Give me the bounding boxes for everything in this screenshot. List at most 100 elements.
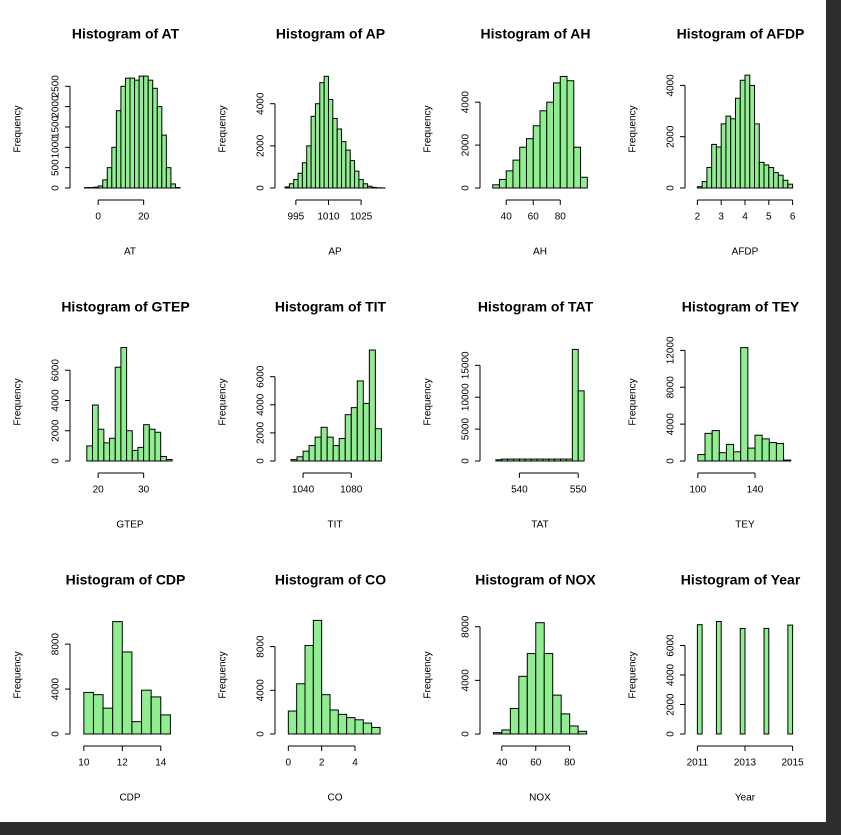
y-axis-label: Frequency: [628, 105, 639, 152]
bar: [310, 115, 316, 189]
bar: [152, 87, 158, 189]
histogram-panel: 100 140 0 4000 8000 12000 Histogram of TEY TEY F…: [628, 299, 800, 531]
x-axis-label: AT: [124, 247, 136, 258]
y-tick-label: 0: [51, 185, 62, 191]
x-tick-label: 4: [352, 758, 358, 769]
bar: [495, 459, 503, 462]
bar: [542, 458, 550, 462]
bar: [161, 134, 167, 189]
x-tick-label: 550: [570, 485, 587, 496]
bar: [346, 717, 356, 735]
y-tick-label: 0: [256, 185, 267, 191]
bar: [345, 149, 351, 189]
panel-title: Histogram of CO: [275, 572, 386, 588]
y-tick-label: 0: [51, 458, 62, 464]
bar: [114, 366, 122, 462]
bar: [165, 167, 172, 189]
y-tick-label: 10000: [461, 383, 472, 411]
x-tick-label: 1010: [317, 212, 340, 223]
bar: [349, 160, 356, 189]
x-tick-label: 20: [93, 485, 105, 496]
bar: [93, 186, 99, 189]
bar: [296, 456, 304, 462]
bar: [706, 166, 713, 189]
y-tick-label: 4000: [461, 669, 472, 692]
bar: [288, 183, 295, 189]
bar: [783, 459, 792, 462]
bar: [341, 141, 347, 189]
y-tick-label: 0: [256, 731, 267, 737]
y-tick-label: 15000: [461, 351, 472, 379]
histogram-panel: 2011 2013 2015 0 2000 4000 6000 Histogram of Ye…: [628, 572, 805, 804]
bar: [782, 179, 789, 189]
bar: [559, 75, 568, 189]
bar: [739, 628, 746, 735]
bar: [744, 74, 751, 189]
x-axis-label: Year: [735, 793, 756, 804]
x-tick-label: 12: [117, 758, 129, 769]
x-tick-label: 1025: [350, 212, 373, 223]
x-axis-label: TAT: [531, 520, 548, 531]
x-tick-label: 2015: [781, 758, 804, 769]
bar: [758, 161, 765, 189]
histogram-panel: 20 30 0 2000 4000 6000 Histogram of GTEP GTEP Fr…: [13, 299, 190, 531]
bar: [321, 694, 331, 735]
bar: [297, 172, 303, 189]
bar: [768, 442, 777, 462]
bar: [148, 428, 156, 462]
bar: [312, 619, 323, 735]
x-tick-label: 14: [155, 758, 167, 769]
x-axis-label: CO: [328, 793, 343, 804]
bar: [362, 402, 370, 462]
histogram-panel: 995 1010 1025 0 2000 4000 Histogram of AP AP Fre…: [218, 26, 386, 258]
bar: [546, 101, 555, 189]
bar: [773, 172, 779, 189]
bar: [524, 458, 532, 462]
bar: [536, 458, 544, 462]
bar: [371, 186, 377, 189]
bar: [143, 424, 150, 462]
bar: [787, 183, 794, 189]
bar: [715, 620, 722, 735]
bar: [697, 454, 706, 462]
bar: [120, 85, 126, 189]
histogram-panel: 40 60 80 0 2000 4000 Histogram of AH AH Frequenc…: [423, 26, 591, 258]
y-tick-label: 2500: [51, 75, 62, 98]
bar: [137, 446, 145, 462]
x-axis-label: TEY: [735, 520, 755, 531]
bar: [535, 622, 545, 735]
x-tick-label: 60: [530, 758, 542, 769]
y-axis-label: Frequency: [423, 105, 434, 152]
bar: [565, 458, 573, 462]
bar: [749, 84, 756, 189]
y-tick-label: 0: [666, 458, 677, 464]
bar: [696, 624, 703, 735]
x-axis-label: NOX: [529, 793, 551, 804]
bar: [344, 414, 352, 462]
y-tick-label: 4000: [666, 663, 677, 686]
y-tick-label: 0: [666, 731, 677, 737]
bar: [320, 426, 328, 462]
x-tick-label: 540: [511, 485, 528, 496]
x-axis-label: CDP: [119, 793, 140, 804]
x-tick-label: 100: [690, 485, 707, 496]
y-tick-label: 8000: [666, 376, 677, 399]
bar: [787, 624, 794, 735]
bar: [739, 79, 746, 189]
y-tick-label: 1000: [51, 136, 62, 159]
x-axis-label: TIT: [328, 520, 343, 531]
y-tick-label: 2000: [51, 419, 62, 442]
bar: [138, 75, 145, 189]
x-tick-label: 6: [790, 212, 796, 223]
bar: [350, 407, 358, 462]
bar: [111, 146, 117, 189]
panel-title: Histogram of AFDP: [677, 26, 805, 42]
bar: [302, 450, 310, 462]
y-tick-label: 2000: [461, 134, 472, 157]
y-tick-label: 4000: [461, 91, 472, 114]
histogram-panel: 0 2 4 0 4000 8000 Histogram of CO CO Frequency: [218, 572, 387, 804]
bar: [543, 653, 554, 735]
bar: [552, 694, 562, 735]
bar: [314, 103, 321, 189]
panel-title: Histogram of GTEP: [61, 299, 189, 315]
